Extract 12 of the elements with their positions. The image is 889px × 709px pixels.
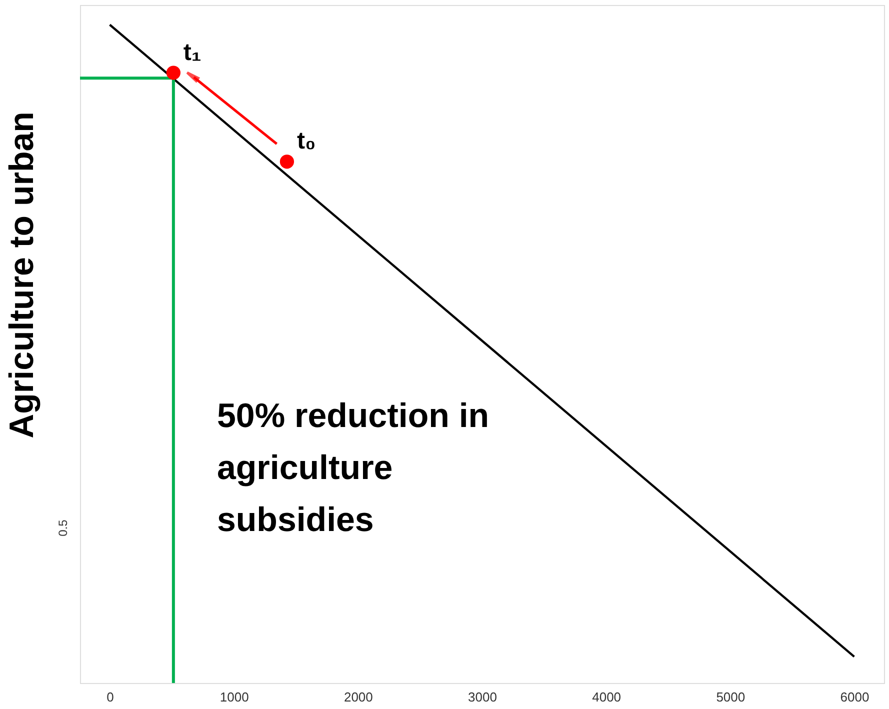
y-axis-title: Agriculture to urban — [3, 112, 41, 438]
x-tick-label: 5000 — [716, 690, 746, 704]
annotation: t₁ — [183, 38, 202, 66]
x-tick-label: 2000 — [344, 690, 373, 704]
x-tick-label: 0 — [106, 690, 114, 704]
x-tick-label: 4000 — [592, 690, 622, 704]
annotation: t₀ — [296, 128, 316, 155]
x-tick-label: 3000 — [468, 690, 497, 704]
text: 0.5 — [56, 519, 70, 536]
x-tick-label: 1000 — [220, 690, 249, 704]
x-tick-label: 6000 — [840, 690, 870, 704]
annotation: 50% reduction in agriculture subsidies — [217, 397, 490, 539]
